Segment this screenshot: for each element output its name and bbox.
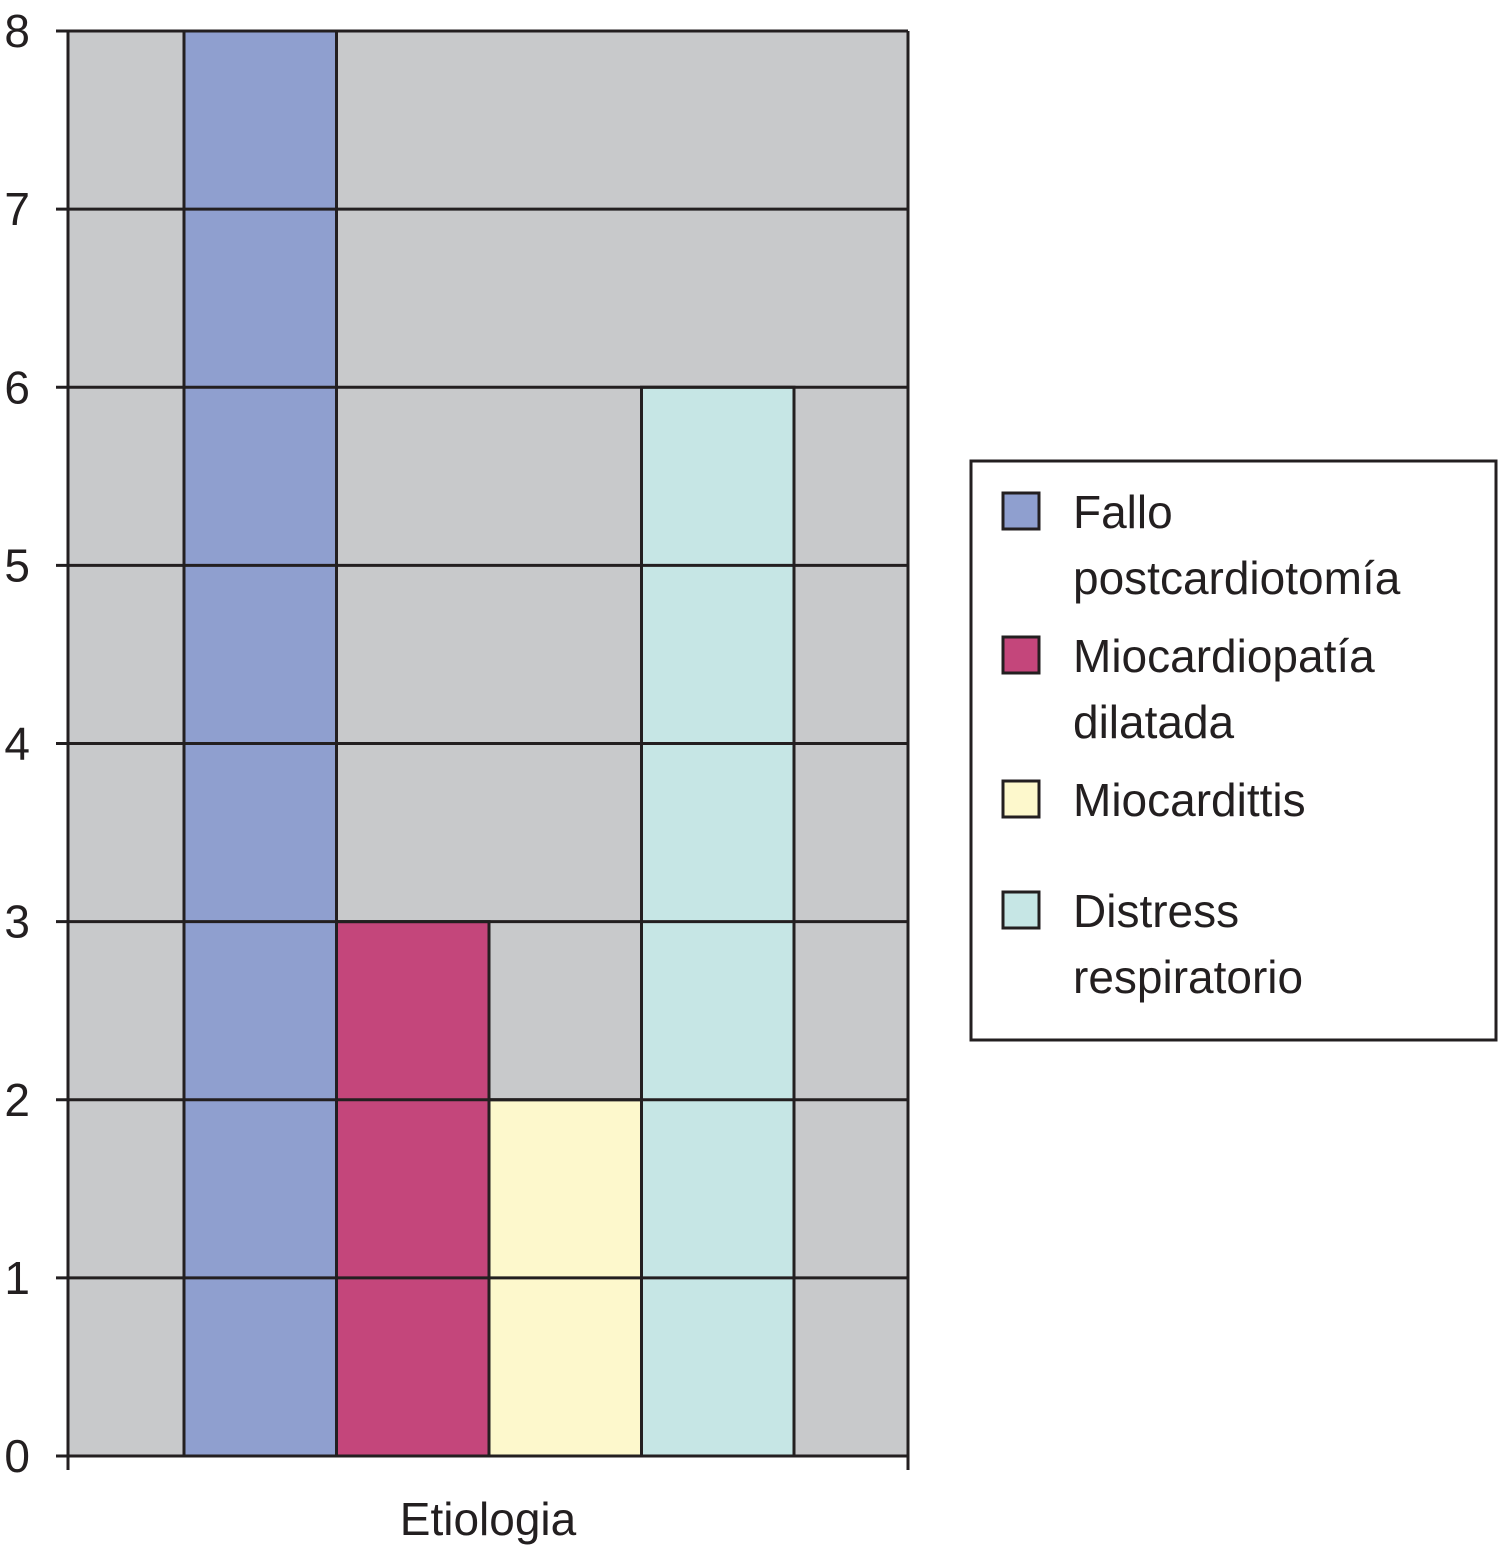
legend-swatch (1001, 890, 1041, 930)
legend-swatch (1001, 635, 1041, 675)
y-tick-label: 3 (4, 896, 30, 948)
legend-label: Fallo postcardiotomía (1073, 486, 1401, 604)
y-tick-label: 7 (4, 183, 30, 235)
legend: Fallo postcardiotomía Miocardiopatía dilata… (969, 459, 1498, 1042)
legend-swatch (1001, 779, 1041, 819)
y-tick-label: 2 (4, 1074, 30, 1126)
y-tick-label: 6 (4, 361, 30, 413)
y-tick-label: 8 (4, 5, 30, 57)
gridlines (68, 29, 908, 1280)
x-axis-label: Etiologia (400, 1493, 577, 1545)
y-tick-label: 4 (4, 718, 30, 770)
y-tick-label: 5 (4, 539, 30, 591)
legend-label: Miocardittis (1073, 774, 1306, 826)
legend-label: Miocardiopatía dilatada (1073, 630, 1375, 748)
legend-swatch (1001, 491, 1041, 531)
legend-label: Distress respiratorio (1073, 885, 1303, 1003)
y-axis-ticks: 0 1 2 3 4 5 6 7 8 (4, 5, 68, 1482)
bar-2 (335, 920, 491, 1458)
y-tick-label: 1 (4, 1252, 30, 1304)
legend-box (969, 459, 1498, 1042)
y-tick-label: 0 (4, 1430, 30, 1482)
